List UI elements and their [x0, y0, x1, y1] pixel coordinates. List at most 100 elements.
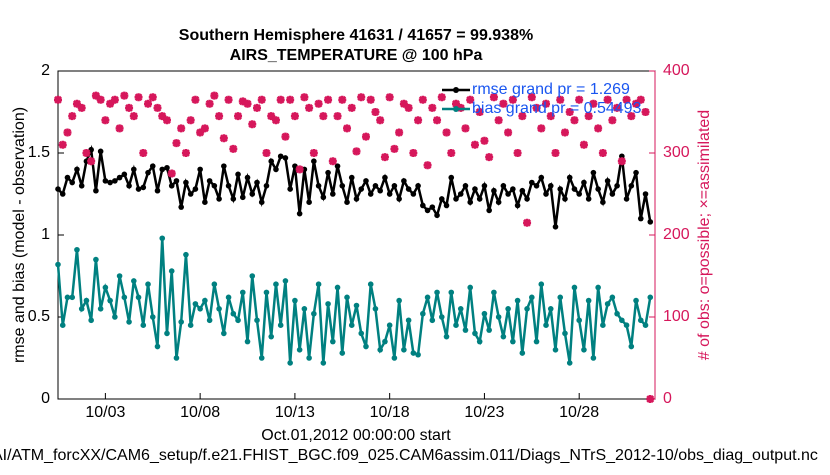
obs-marker [262, 149, 271, 157]
point [386, 191, 393, 197]
obs-marker [257, 95, 266, 104]
point [457, 306, 464, 312]
point [562, 330, 568, 337]
point [59, 191, 66, 197]
obs-marker [224, 95, 233, 104]
point [391, 183, 398, 189]
point [581, 179, 587, 186]
obs-marker [594, 124, 603, 133]
point [576, 191, 582, 197]
point [88, 317, 94, 324]
point [552, 224, 559, 230]
point [225, 183, 232, 189]
point [372, 306, 379, 312]
point [282, 278, 289, 284]
obs-marker [433, 116, 442, 125]
point [547, 306, 554, 312]
point [505, 191, 511, 197]
point [287, 360, 293, 366]
obs-marker [54, 95, 62, 104]
point [168, 183, 175, 189]
obs-marker [646, 395, 655, 403]
point [112, 178, 118, 184]
obs-marker [58, 140, 67, 149]
point [533, 183, 540, 189]
point [282, 155, 289, 161]
obs-marker [96, 95, 105, 104]
obs-marker [627, 112, 636, 121]
point [235, 317, 241, 324]
point [263, 289, 270, 296]
obs-marker [560, 128, 569, 137]
point [367, 191, 374, 197]
point [453, 322, 459, 329]
point [538, 281, 545, 288]
obs-marker [91, 91, 100, 100]
obs-marker [523, 218, 532, 227]
obs-marker [290, 112, 299, 121]
obs-marker [295, 165, 304, 174]
point [244, 338, 251, 345]
obs-marker [158, 112, 167, 121]
point [410, 191, 417, 197]
obs-marker [489, 93, 498, 102]
point [64, 174, 71, 181]
point [334, 284, 341, 291]
point [633, 169, 639, 176]
point [268, 333, 275, 340]
obs-marker [181, 149, 190, 157]
obs-marker [343, 124, 352, 133]
obs-marker [598, 149, 607, 157]
x-tick-label: 10/28 [559, 404, 599, 421]
obs-marker [191, 95, 200, 104]
point [457, 191, 464, 197]
point [121, 171, 128, 178]
point [438, 196, 445, 202]
obs-marker [333, 112, 342, 121]
point [633, 297, 639, 304]
y2-tick-label: 100 [663, 308, 690, 325]
point [287, 186, 293, 192]
point [135, 186, 142, 192]
point [206, 178, 213, 184]
point [543, 322, 549, 329]
point [325, 301, 331, 307]
point [500, 333, 507, 340]
obs-marker [475, 108, 484, 116]
point [164, 164, 170, 171]
point [386, 322, 393, 329]
point [600, 322, 606, 329]
point [230, 196, 237, 202]
obs-marker [347, 103, 356, 112]
point [353, 196, 360, 202]
obs-marker [570, 116, 579, 125]
obs-marker [305, 103, 314, 112]
point [330, 191, 336, 197]
point [126, 183, 132, 189]
obs-marker [399, 99, 408, 108]
obs-marker [361, 132, 370, 141]
obs-marker [395, 128, 404, 137]
point [438, 314, 445, 320]
obs-marker [271, 116, 280, 125]
obs-marker [542, 99, 551, 108]
point [571, 186, 578, 192]
point [519, 187, 526, 194]
point [330, 338, 336, 345]
obs-marker [134, 93, 143, 102]
point [69, 179, 76, 186]
obs-marker [234, 112, 243, 121]
obs-marker [589, 99, 598, 108]
point [382, 338, 388, 345]
obs-marker [575, 95, 584, 104]
obs-marker [527, 93, 536, 102]
point [121, 294, 128, 301]
obs-marker [504, 128, 513, 137]
obs-marker [556, 95, 565, 104]
obs-marker [177, 124, 186, 133]
point [93, 187, 99, 194]
point [159, 235, 166, 242]
point [112, 314, 118, 320]
point [145, 169, 151, 176]
series-line [57, 144, 652, 227]
